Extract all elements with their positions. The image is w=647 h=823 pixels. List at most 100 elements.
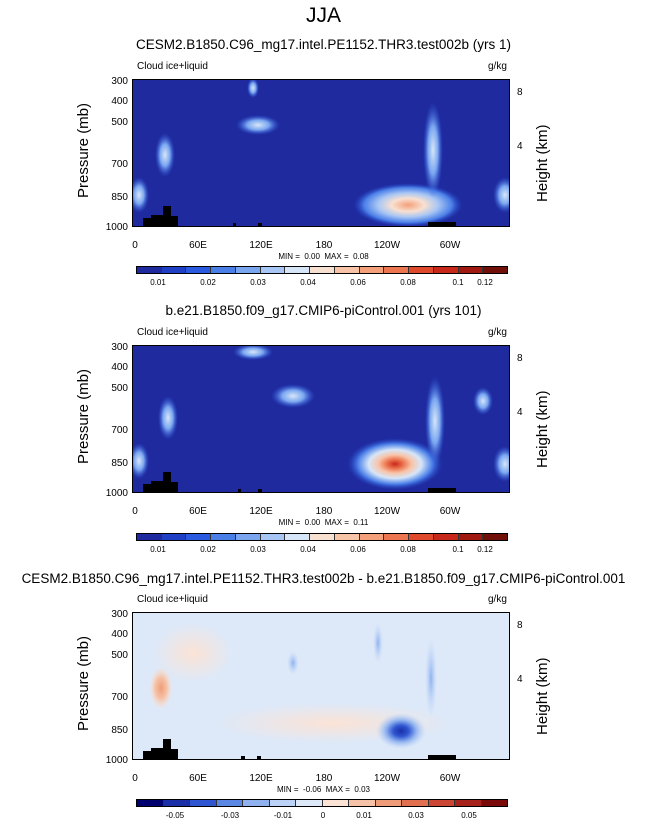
panel-1-contours xyxy=(133,80,509,226)
p3-ytick-500: 500 xyxy=(111,650,128,661)
panel-1-feature-west xyxy=(155,133,175,177)
panel-2-terrain-d xyxy=(428,488,456,492)
p2-cb-label: 0.06 xyxy=(350,545,366,554)
p2-colorbar-swatch xyxy=(310,534,335,540)
panel-3-feature-negative-min xyxy=(376,713,426,749)
p1-cb-label: 0.08 xyxy=(400,278,416,287)
panel-3-title: CESM2.B1850.C96_mg17.intel.PE1152.THR3.t… xyxy=(21,571,626,586)
p2-ytick-1000: 1000 xyxy=(105,488,128,499)
p3-xtick-0: 0 xyxy=(132,773,138,784)
panel-2-feature-mid xyxy=(271,384,315,408)
p1-colorbar-swatch xyxy=(260,267,286,273)
p2-ytick-500: 500 xyxy=(111,383,128,394)
p3-ytick-1000: 1000 xyxy=(105,755,128,766)
p3-cb-label: 0.01 xyxy=(356,811,372,820)
panel-2-feature-convection xyxy=(425,376,445,466)
p1-colorbar-swatch xyxy=(137,267,162,273)
p2-colorbar-labels: 0.01 0.02 0.03 0.04 0.06 0.08 0.1 0.12 xyxy=(0,545,647,557)
p1-colorbar-swatch xyxy=(211,267,236,273)
p3-colorbar-swatch xyxy=(402,800,429,806)
p1-ytick-300: 300 xyxy=(111,76,128,87)
p1-colorbar-swatch xyxy=(235,267,261,273)
p3-colorbar-labels: -0.05 -0.03 -0.01 0 0.01 0.03 0.05 xyxy=(0,811,647,823)
p1-colorbar-swatch xyxy=(359,267,385,273)
p1-cb-label: 0.04 xyxy=(300,278,316,287)
p2-colorbar-swatch xyxy=(359,534,385,540)
panel-3-terrain-b xyxy=(241,756,245,759)
p3-colorbar-swatch xyxy=(296,800,323,806)
p1-xtick-120W: 120W xyxy=(373,240,401,251)
panel-3-variable-label: Cloud ice+liquid xyxy=(137,594,208,605)
panel-2-feature-east-mid xyxy=(473,387,493,415)
p1-colorbar-swatch xyxy=(285,267,311,273)
p2-y2-axis-title: Height (km) xyxy=(534,390,551,468)
p1-colorbar-swatch xyxy=(409,267,434,273)
p2-colorbar-swatch xyxy=(186,534,212,540)
p1-cb-label: 0.12 xyxy=(477,278,493,287)
p3-colorbar-swatch xyxy=(163,800,190,806)
p1-colorbar-swatch xyxy=(483,267,508,273)
p3-ytick-400: 400 xyxy=(111,629,128,640)
p3-y2-axis-title: Height (km) xyxy=(534,657,551,735)
p3-colorbar-swatch xyxy=(481,800,507,806)
p1-xtick-180: 180 xyxy=(315,240,333,251)
p3-ytick-300: 300 xyxy=(111,609,128,620)
p2-colorbar-swatch xyxy=(235,534,261,540)
panel-2-terrain-b xyxy=(238,489,241,492)
p2-height-8: 8 xyxy=(517,353,523,364)
p2-colorbar-swatch xyxy=(211,534,236,540)
p1-height-4: 4 xyxy=(517,141,523,152)
p1-colorbar-swatch xyxy=(384,267,410,273)
p3-colorbar-swatch xyxy=(190,800,217,806)
p1-ytick-850: 850 xyxy=(111,192,128,203)
p2-colorbar-swatch xyxy=(458,534,484,540)
p3-xtick-180: 180 xyxy=(315,773,333,784)
panel-2-plot xyxy=(132,345,510,493)
p2-colorbar-swatch xyxy=(285,534,311,540)
p1-cb-label: 0.03 xyxy=(250,278,266,287)
p3-colorbar-swatch xyxy=(375,800,402,806)
p1-colorbar-swatch xyxy=(310,267,335,273)
panel-2-terrain xyxy=(143,472,178,492)
p3-height-4: 4 xyxy=(517,674,523,685)
p1-xtick-60W: 60W xyxy=(439,240,461,251)
p1-cb-label: 0.1 xyxy=(452,278,464,287)
p1-colorbar-swatch xyxy=(433,267,459,273)
p1-xtick-0: 0 xyxy=(132,240,138,251)
p1-colorbar-swatch xyxy=(458,267,484,273)
panel-3-feature-positive-west xyxy=(153,623,233,683)
p2-xtick-120W: 120W xyxy=(373,506,401,517)
p3-height-8: 8 xyxy=(517,620,523,631)
p3-colorbar-swatch xyxy=(216,800,243,806)
p3-cb-label: 0.03 xyxy=(408,811,424,820)
p2-xtick-60W: 60W xyxy=(439,506,461,517)
panel-3-terrain xyxy=(143,739,178,759)
p2-ytick-850: 850 xyxy=(111,458,128,469)
panel-1-feature-east-low xyxy=(493,177,509,213)
panel-2-units: g/kg xyxy=(488,327,507,338)
panel-1-feature-west-low xyxy=(133,177,149,213)
p3-colorbar-swatch xyxy=(269,800,296,806)
panel-1-title: CESM2.B1850.C96_mg17.intel.PE1152.THR3.t… xyxy=(136,37,511,52)
p1-xtick-120E: 120E xyxy=(249,240,273,251)
panel-1-variable-label: Cloud ice+liquid xyxy=(137,61,208,72)
p2-ytick-700: 700 xyxy=(111,425,128,436)
p2-xtick-180: 180 xyxy=(315,506,333,517)
panel-1-plot xyxy=(132,79,510,227)
panel-2-feature-top xyxy=(233,346,273,360)
p1-cb-label: 0.06 xyxy=(350,278,366,287)
p1-y2-axis-title: Height (km) xyxy=(534,124,551,202)
p2-colorbar-swatch xyxy=(409,534,434,540)
p2-colorbar-swatch xyxy=(260,534,286,540)
p2-ytick-400: 400 xyxy=(111,362,128,373)
p2-height-4: 4 xyxy=(517,407,523,418)
p2-minmax: MIN = 0.00 MAX = 0.11 xyxy=(278,518,369,527)
p3-cb-label: -0.05 xyxy=(165,811,185,820)
panel-3-feature-negative-upper xyxy=(373,623,383,663)
p1-cb-label: 0.01 xyxy=(150,278,166,287)
panel-2-feature-east-low xyxy=(493,446,509,482)
p2-colorbar-swatch xyxy=(334,534,360,540)
p3-colorbar-swatch xyxy=(137,800,164,806)
p2-cb-label: 0.04 xyxy=(300,545,316,554)
p1-minmax: MIN = 0.00 MAX = 0.08 xyxy=(278,252,369,261)
